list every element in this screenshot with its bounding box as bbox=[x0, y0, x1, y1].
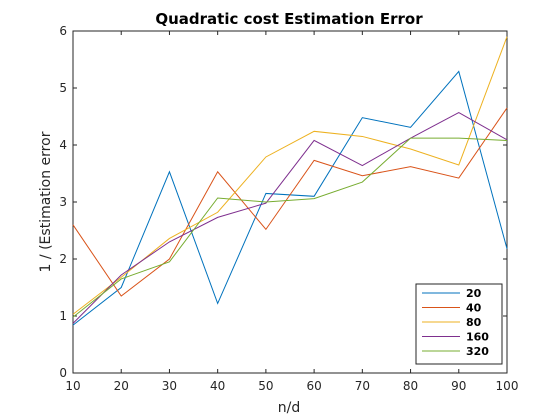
y-tick-label: 4 bbox=[59, 138, 67, 152]
y-axis-label: 1 / (Estimation error bbox=[38, 131, 54, 272]
x-tick-label: 100 bbox=[496, 379, 519, 393]
y-tick-label: 5 bbox=[59, 81, 67, 95]
y-tick-label: 6 bbox=[59, 24, 67, 38]
y-tick-label: 2 bbox=[59, 252, 67, 266]
chart-title: Quadratic cost Estimation Error bbox=[155, 10, 423, 28]
legend-label-80: 80 bbox=[466, 316, 482, 329]
x-tick-label: 80 bbox=[403, 379, 418, 393]
legend-box bbox=[415, 283, 503, 365]
series-line-40 bbox=[72, 107, 508, 297]
legend-label-40: 40 bbox=[466, 302, 482, 315]
series-line-160 bbox=[72, 111, 508, 324]
y-tick-label: 1 bbox=[59, 309, 67, 323]
x-tick-label: 10 bbox=[65, 379, 80, 393]
series-lines bbox=[72, 36, 508, 326]
x-tick-label: 90 bbox=[451, 379, 466, 393]
legend-label-20: 20 bbox=[466, 287, 482, 300]
series-line-320 bbox=[72, 137, 508, 318]
x-tick-label: 70 bbox=[355, 379, 370, 393]
x-tick-label: 50 bbox=[258, 379, 273, 393]
y-tick-label: 3 bbox=[59, 195, 67, 209]
x-tick-label: 20 bbox=[114, 379, 129, 393]
legend-label-160: 160 bbox=[466, 331, 489, 344]
legend-label-320: 320 bbox=[466, 345, 489, 358]
x-tick-label: 40 bbox=[210, 379, 225, 393]
x-tick-label: 30 bbox=[162, 379, 177, 393]
y-tick-label: 0 bbox=[59, 366, 67, 380]
x-axis-label: n/d bbox=[278, 400, 300, 416]
x-tick-label: 60 bbox=[306, 379, 321, 393]
x-axis: 10 20 30 40 50 60 70 80 90 100 bbox=[65, 31, 518, 393]
